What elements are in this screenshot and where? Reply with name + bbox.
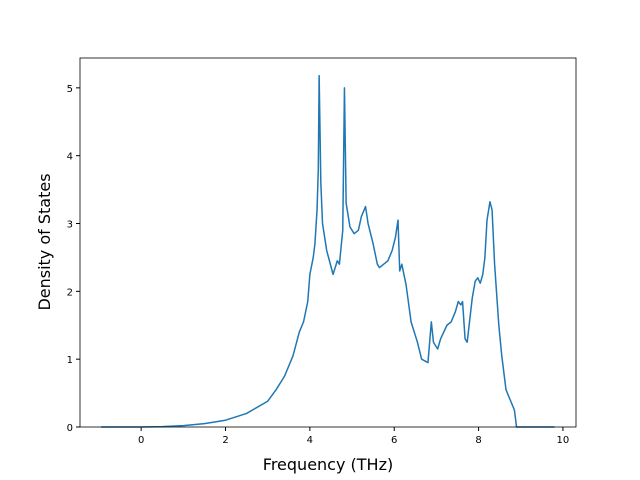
x-tick-label: 8 xyxy=(475,435,481,446)
y-tick-label: 4 xyxy=(67,152,73,163)
x-tick-label: 10 xyxy=(557,435,570,446)
y-tick-label: 1 xyxy=(67,355,73,366)
line xyxy=(101,74,555,428)
y-tick-label: 2 xyxy=(67,287,73,298)
x-tick-label: 4 xyxy=(307,435,313,446)
x-axis-label: Frequency (THz) xyxy=(263,455,393,474)
x-tick-label: 0 xyxy=(138,435,144,446)
y-tick-label: 0 xyxy=(67,423,73,434)
y-tick-label: 3 xyxy=(67,220,73,231)
y-tick-label: 5 xyxy=(67,84,73,95)
x-tick-label: 6 xyxy=(391,435,397,446)
axes-frame xyxy=(79,57,577,428)
y-axis-label: Density of States xyxy=(35,173,54,310)
x-tick-label: 2 xyxy=(222,435,228,446)
